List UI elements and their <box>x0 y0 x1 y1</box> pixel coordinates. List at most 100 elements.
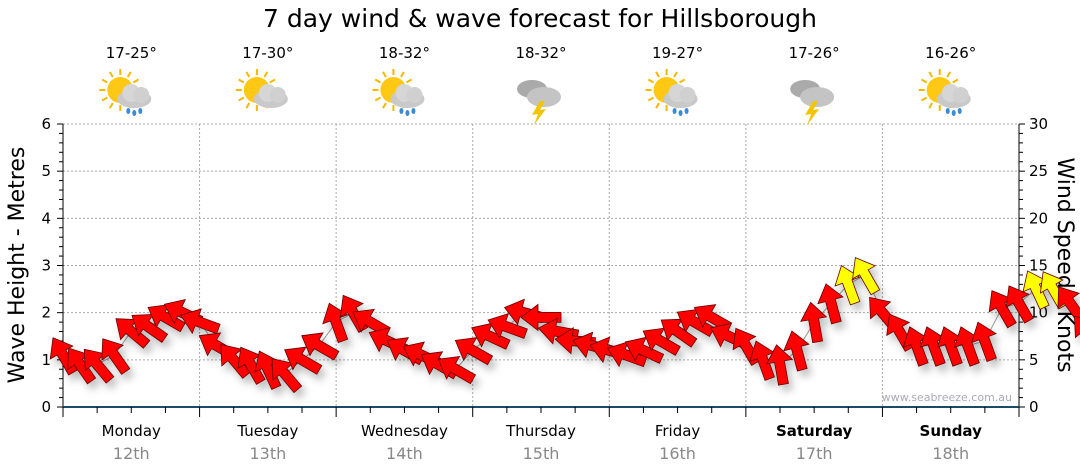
sun-ray <box>101 96 108 102</box>
wind-arrow <box>437 356 477 385</box>
wind-arrow <box>817 283 844 325</box>
sun-cloud-rain-icon <box>372 69 425 116</box>
sun-ray <box>921 96 928 102</box>
date-label: 13th <box>249 444 286 463</box>
day-label: Sunday <box>920 422 983 440</box>
wind-arrow <box>284 346 323 375</box>
sun-ray <box>126 71 132 78</box>
sun-ray <box>132 78 139 84</box>
sun-ray <box>647 96 655 102</box>
y-axis-label-right: Wind Speed - Knots <box>1052 157 1077 372</box>
cloud <box>679 87 696 103</box>
y-tick-label-right: 30 <box>1029 115 1048 133</box>
wind-arrow <box>101 338 131 375</box>
cloud-storm-icon <box>517 80 561 125</box>
wind-arrow <box>852 257 881 296</box>
sun-ray <box>946 71 952 78</box>
date-label: 16th <box>659 444 696 463</box>
rain-drop <box>945 108 950 114</box>
sun-ray <box>269 78 276 84</box>
lightning <box>805 101 820 125</box>
temperature-range: 17-26° <box>788 44 840 62</box>
sun-ray <box>263 71 269 78</box>
y-tick-label-right: 15 <box>1029 257 1048 275</box>
rain-drop <box>126 108 131 114</box>
wind-arrow <box>765 344 794 386</box>
temperature-range: 18-32° <box>515 44 567 62</box>
sun-ray <box>374 96 381 102</box>
lightning <box>532 101 546 125</box>
temperature-range: 17-25° <box>105 44 157 62</box>
y-tick-label-left: 0 <box>41 398 51 416</box>
wind-arrow <box>1005 285 1034 324</box>
rain-drop <box>678 110 683 116</box>
day-label: Friday <box>655 422 701 440</box>
date-label: 15th <box>523 444 560 463</box>
wind-arrow <box>301 332 340 361</box>
sun-ray <box>238 78 245 84</box>
date-label: 17th <box>796 444 833 463</box>
date-label: 18th <box>932 444 969 463</box>
sun-cloud-icon <box>235 69 288 111</box>
wind-arrow <box>1057 286 1080 324</box>
sun-ray <box>647 78 655 84</box>
chart-title: 7 day wind & wave forecast for Hillsboro… <box>263 4 817 33</box>
day-label: Monday <box>102 422 161 440</box>
sun-ray <box>108 102 114 109</box>
sun-ray <box>382 102 387 109</box>
rain-drop <box>138 108 143 114</box>
cloud <box>952 87 969 103</box>
rain-drop <box>132 110 137 116</box>
cloud-storm-icon <box>790 80 835 125</box>
sun-ray <box>679 78 686 84</box>
y-tick-label-left: 2 <box>41 304 51 322</box>
wind-arrow <box>783 330 810 372</box>
sun-cloud-rain-icon <box>918 69 971 116</box>
rain-drop <box>399 108 404 114</box>
y-tick-label-right: 20 <box>1029 209 1048 227</box>
sun-ray <box>245 102 251 109</box>
sun-cloud-rain-icon <box>645 69 698 116</box>
cloud <box>800 87 835 107</box>
y-tick-label-left: 6 <box>41 115 51 133</box>
sun-ray <box>405 78 413 84</box>
rain-drop <box>405 110 410 116</box>
sun-cloud-rain-icon <box>99 69 152 116</box>
wind-arrow <box>1074 315 1080 351</box>
sun-ray <box>673 71 678 78</box>
y-tick-label-left: 5 <box>41 162 51 180</box>
temperature-range: 18-32° <box>378 44 430 62</box>
rain-drop <box>951 110 956 116</box>
cloud <box>269 87 286 103</box>
y-axis-label-left: Wave Height - Metres <box>5 147 30 384</box>
wind-arrow <box>800 301 828 344</box>
temperature-range: 17-30° <box>242 44 294 62</box>
sun-ray <box>374 78 381 84</box>
sun-ray <box>101 78 108 84</box>
wind-arrow <box>624 336 665 364</box>
sun-ray <box>382 71 387 78</box>
rain-drop <box>411 108 416 114</box>
wind-arrow <box>180 308 221 335</box>
y-tick-label-left: 1 <box>41 351 51 369</box>
sun-ray <box>928 71 934 78</box>
rain-drop <box>957 108 962 114</box>
cloud <box>133 87 150 103</box>
rain-drop <box>672 108 677 114</box>
sun-ray <box>921 78 928 84</box>
watermark: www.seabreeze.com.au <box>882 391 1012 404</box>
wind-arrow <box>454 337 494 366</box>
y-tick-label-right: 5 <box>1029 351 1039 369</box>
date-label: 14th <box>386 444 423 463</box>
temperature-range: 19-27° <box>652 44 704 62</box>
wind-arrow <box>487 312 528 339</box>
date-label: 12th <box>113 444 150 463</box>
sun-ray <box>655 102 660 109</box>
day-label: Thursday <box>505 422 576 440</box>
cloud <box>527 87 561 107</box>
y-tick-label-left: 3 <box>41 257 51 275</box>
y-tick-label-left: 4 <box>41 209 51 227</box>
wind-arrow <box>520 303 562 332</box>
day-label: Wednesday <box>361 422 448 440</box>
